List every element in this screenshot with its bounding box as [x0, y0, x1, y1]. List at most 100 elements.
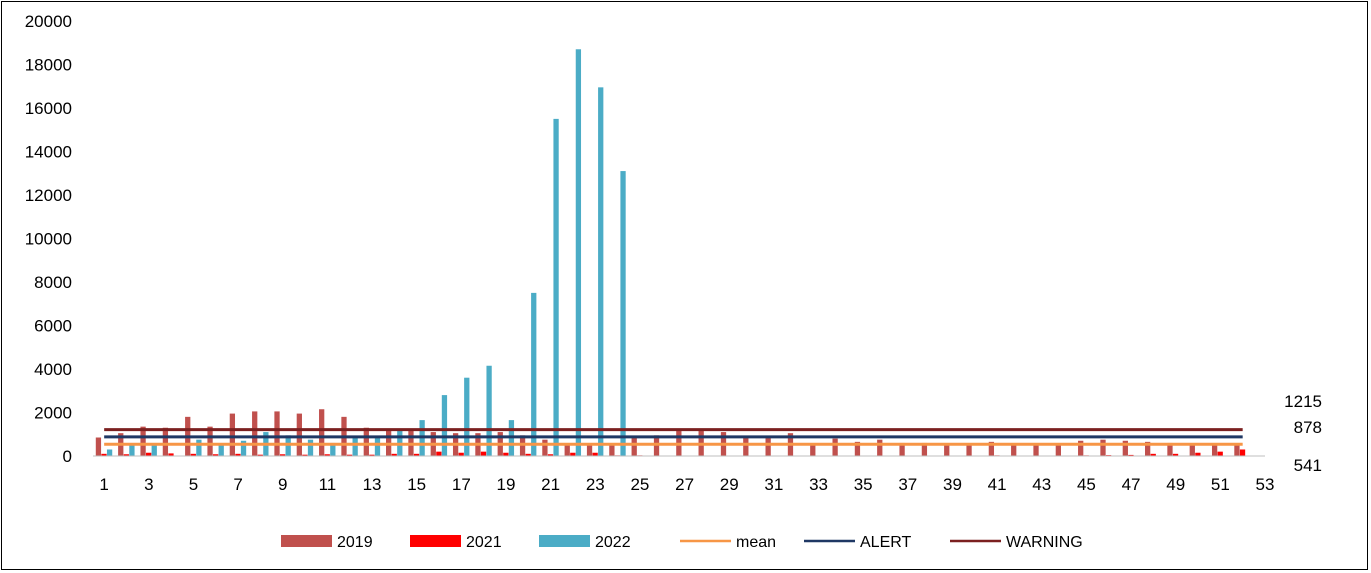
bar-2019: [1122, 440, 1128, 456]
bar-2019: [854, 441, 861, 456]
bar-2019: [1211, 445, 1218, 457]
bar-2019: [274, 411, 280, 456]
bar-2022: [575, 49, 582, 457]
bar-2019: [140, 426, 146, 456]
x-tick-label: 37: [898, 475, 917, 494]
bar-2019: [899, 442, 905, 456]
bar-2021: [391, 453, 397, 456]
bar-2022: [151, 445, 157, 457]
reference-lines: [104, 428, 1243, 446]
bar-2022: [553, 118, 559, 457]
x-tick-label: 43: [1032, 475, 1051, 494]
bar-2022: [106, 449, 113, 456]
bar-2021: [1195, 452, 1201, 456]
bar-2019: [564, 444, 570, 456]
x-tick-label: 1: [99, 475, 108, 494]
x-tick-label: 15: [407, 475, 426, 494]
x-tick-label: 53: [1256, 475, 1275, 494]
x-tick-label: 27: [675, 475, 694, 494]
legend: 2019 2021 2022 mean ALERT WARNING: [281, 534, 1083, 551]
x-tick-label: 47: [1122, 475, 1141, 494]
bar-2019: [1167, 442, 1173, 456]
bar-2021: [1217, 451, 1223, 456]
bar-2022: [598, 87, 604, 456]
bar-2019: [1011, 444, 1017, 456]
y-tick-label: 12000: [25, 186, 72, 205]
bar-2021: [525, 453, 531, 456]
bar-2021: [503, 452, 509, 456]
x-tick-label: 49: [1166, 475, 1185, 494]
bar-2019: [252, 411, 258, 456]
bar-2022: [620, 171, 626, 456]
y-tick-label: 14000: [25, 143, 72, 162]
x-tick-label: 29: [720, 475, 739, 494]
legend-label: 2022: [595, 534, 631, 551]
bar-2021: [346, 454, 353, 456]
bar-2021: [436, 451, 442, 456]
x-tick-label: 17: [452, 475, 471, 494]
legend-swatch-2022: [539, 535, 590, 547]
bar-2022: [464, 377, 470, 456]
bar-2019: [386, 428, 392, 456]
x-axis-ticks: 1 3 5 7 9 11 13 15 17 19 21 23 25 27 29 31 33 35 37 39 41 43 4…: [99, 475, 1274, 494]
x-tick-label: 23: [586, 475, 605, 494]
x-tick-label: 7: [233, 475, 242, 494]
bar-2019: [586, 444, 593, 456]
x-tick-label: 5: [189, 475, 198, 494]
bar-2019: [296, 413, 302, 456]
reference-line-labels: 1215 878 541: [1284, 392, 1322, 475]
bar-2022: [240, 440, 247, 456]
bar-2019: [1055, 444, 1061, 456]
x-tick-label: 9: [278, 475, 287, 494]
bar-2021: [235, 453, 241, 456]
bar-2019: [743, 436, 749, 456]
x-tick-label: 19: [497, 475, 516, 494]
bar-2021: [570, 452, 576, 456]
bar-2022: [330, 442, 336, 456]
bar-2021: [168, 453, 174, 456]
y-tick-label: 20000: [25, 12, 72, 31]
ref-label: 1215: [1284, 392, 1322, 411]
bar-2021: [257, 454, 263, 456]
bar-2021: [480, 451, 487, 456]
x-tick-label: 13: [363, 475, 382, 494]
bar-2021: [324, 454, 330, 456]
bar-2019: [988, 441, 995, 456]
bar-2021: [458, 452, 464, 456]
ref-label: 541: [1294, 456, 1322, 475]
x-tick-label: 31: [764, 475, 783, 494]
legend-label: 2019: [337, 534, 373, 551]
bar-2019: [1100, 439, 1106, 456]
bar-2022: [196, 439, 202, 456]
bar-2019: [631, 437, 637, 456]
bar-2022: [441, 395, 448, 456]
bar-2022: [397, 428, 403, 456]
x-tick-label: 41: [988, 475, 1007, 494]
bar-2021: [413, 453, 420, 456]
y-tick-label: 18000: [25, 56, 72, 75]
bar-2019: [363, 427, 369, 456]
x-tick-label: 11: [319, 475, 337, 494]
legend-label: mean: [736, 534, 776, 551]
bar-2021: [1239, 449, 1246, 456]
bar-2019: [229, 413, 236, 456]
x-tick-label: 21: [541, 475, 560, 494]
bar-2022: [307, 439, 314, 456]
bar-2019: [1234, 445, 1240, 457]
bar-2021: [1150, 453, 1156, 456]
x-tick-label: 45: [1077, 475, 1096, 494]
legend-label: WARNING: [1006, 534, 1083, 551]
bar-2019: [1078, 440, 1084, 456]
y-tick-label: 2000: [34, 404, 72, 423]
y-axis-ticks: 0 2000 4000 6000 8000 10000 12000 14000 16000 180…: [25, 12, 72, 466]
bar-2021: [279, 454, 286, 456]
bar-2022: [352, 436, 358, 456]
x-tick-label: 39: [943, 475, 962, 494]
legend-label: ALERT: [860, 534, 912, 551]
bar-2021: [1128, 454, 1134, 456]
legend-label: 2021: [466, 534, 502, 551]
bar-2019: [162, 427, 169, 456]
x-tick-label: 3: [144, 475, 153, 494]
ref-label: 878: [1294, 418, 1322, 437]
y-tick-label: 4000: [34, 360, 72, 379]
